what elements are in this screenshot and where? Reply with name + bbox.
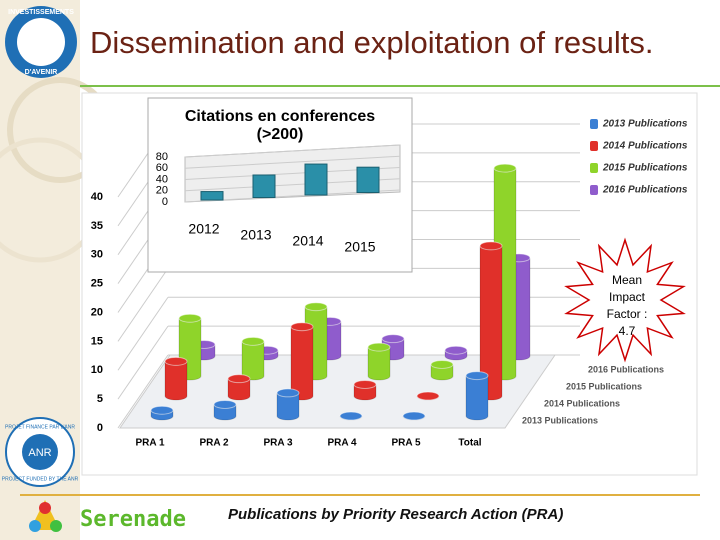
legend-swatch [590,119,598,129]
x-tick-label: Total [458,438,481,449]
bar [356,166,380,193]
grid-line [117,296,169,371]
main-chart: 0 5 10 15 20 25 30 35 40 2016 Publications 2016 Pu… [91,119,688,449]
bar-top [164,356,188,366]
y-tick-label: 40 [156,173,168,185]
logo-text: PROJET FINANCE PAR L'ANR [5,424,75,430]
y-tick-label: 15 [91,335,103,347]
logo-icon [50,520,62,532]
inset-title: Citations en conferences (>200) [184,108,376,143]
logo [17,18,65,66]
legend-swatch [590,141,598,151]
annotation: Mean Impact Factor : 4.7 [606,273,648,338]
logo-icon [39,502,51,514]
slide-title: Dissemination and exploitation of result… [90,25,653,60]
x-tick-label: 2013 [240,227,271,243]
grid-line [117,325,169,400]
legend-label: 2015 Publications [602,163,688,174]
bar-top [416,391,440,401]
logo-text: D'AVENIR [25,69,58,76]
logo-icon [29,520,41,532]
y-tick-label: 5 [97,393,103,405]
legend-label: 2014 Publications [602,141,688,152]
grid-line [117,354,169,429]
bar-top [465,371,489,381]
legend-label: 2013 Publications [602,119,688,130]
x-tick-label: PRA 2 [199,438,229,449]
bar [304,163,328,196]
x-tick-label: 2015 [344,239,375,255]
y-tick-label: 0 [162,196,168,208]
bar-top [367,342,391,352]
logo-text: INVESTISSEMENTS [8,9,74,16]
footer-text: Publications by Priority Research Action… [228,506,563,523]
logo-text: ANR [28,447,51,459]
y-tick-label: 10 [91,364,103,376]
y-tick-label: 40 [91,191,103,203]
y-tick-label: 80 [156,151,168,163]
logo [22,434,58,470]
bar-top [493,163,517,173]
bar-top [290,322,314,332]
bar-top [479,241,503,251]
bar-top [304,302,328,312]
bar-top [353,379,377,389]
y-tick-label: 25 [91,278,103,290]
legend-swatch [590,185,598,195]
bar [241,341,265,381]
bar [252,174,276,198]
bar [164,361,188,401]
y-tick-label: 30 [91,249,103,261]
depth-label: 2016 Publications [588,364,664,374]
starburst [564,237,686,363]
bar-top [150,405,174,415]
grid-line [184,155,401,169]
x-tick-label: PRA 1 [135,438,165,449]
bar-top [213,399,237,409]
bar-top [227,374,251,384]
y-tick-label: 20 [156,185,168,197]
bar-top [241,336,265,346]
bar [200,191,224,201]
project-name: Serenade [80,507,186,532]
bar [367,346,391,381]
x-tick-label: PRA 3 [263,438,293,449]
bar-top [339,411,363,421]
depth-label: 2015 Publications [566,381,642,391]
y-tick-label: 35 [91,220,103,232]
y-tick-label: 20 [91,306,103,318]
x-tick-label: PRA 5 [391,438,421,449]
y-tick-label: 0 [97,422,103,434]
bar-top [402,411,426,421]
legend-swatch [590,163,598,173]
logo-text: PROJECT FUNDED BY THE ANR [2,476,79,482]
x-tick-label: 2014 [292,233,323,249]
depth-label: 2013 Publications [522,415,598,425]
legend-label: 2016 Publications [602,185,688,196]
y-tick-label: 60 [156,162,168,174]
grid-line [184,144,401,158]
x-tick-label: PRA 4 [327,438,357,449]
bar-top [381,334,405,344]
depth-label: 2014 Publications [544,398,620,408]
bar [290,326,314,401]
x-tick-label: 2012 [188,221,219,237]
bar [465,375,489,421]
bar-top [444,345,468,355]
bar-top [178,313,202,323]
bar-top [430,359,454,369]
grid-line [117,268,169,342]
bar-top [276,388,300,398]
